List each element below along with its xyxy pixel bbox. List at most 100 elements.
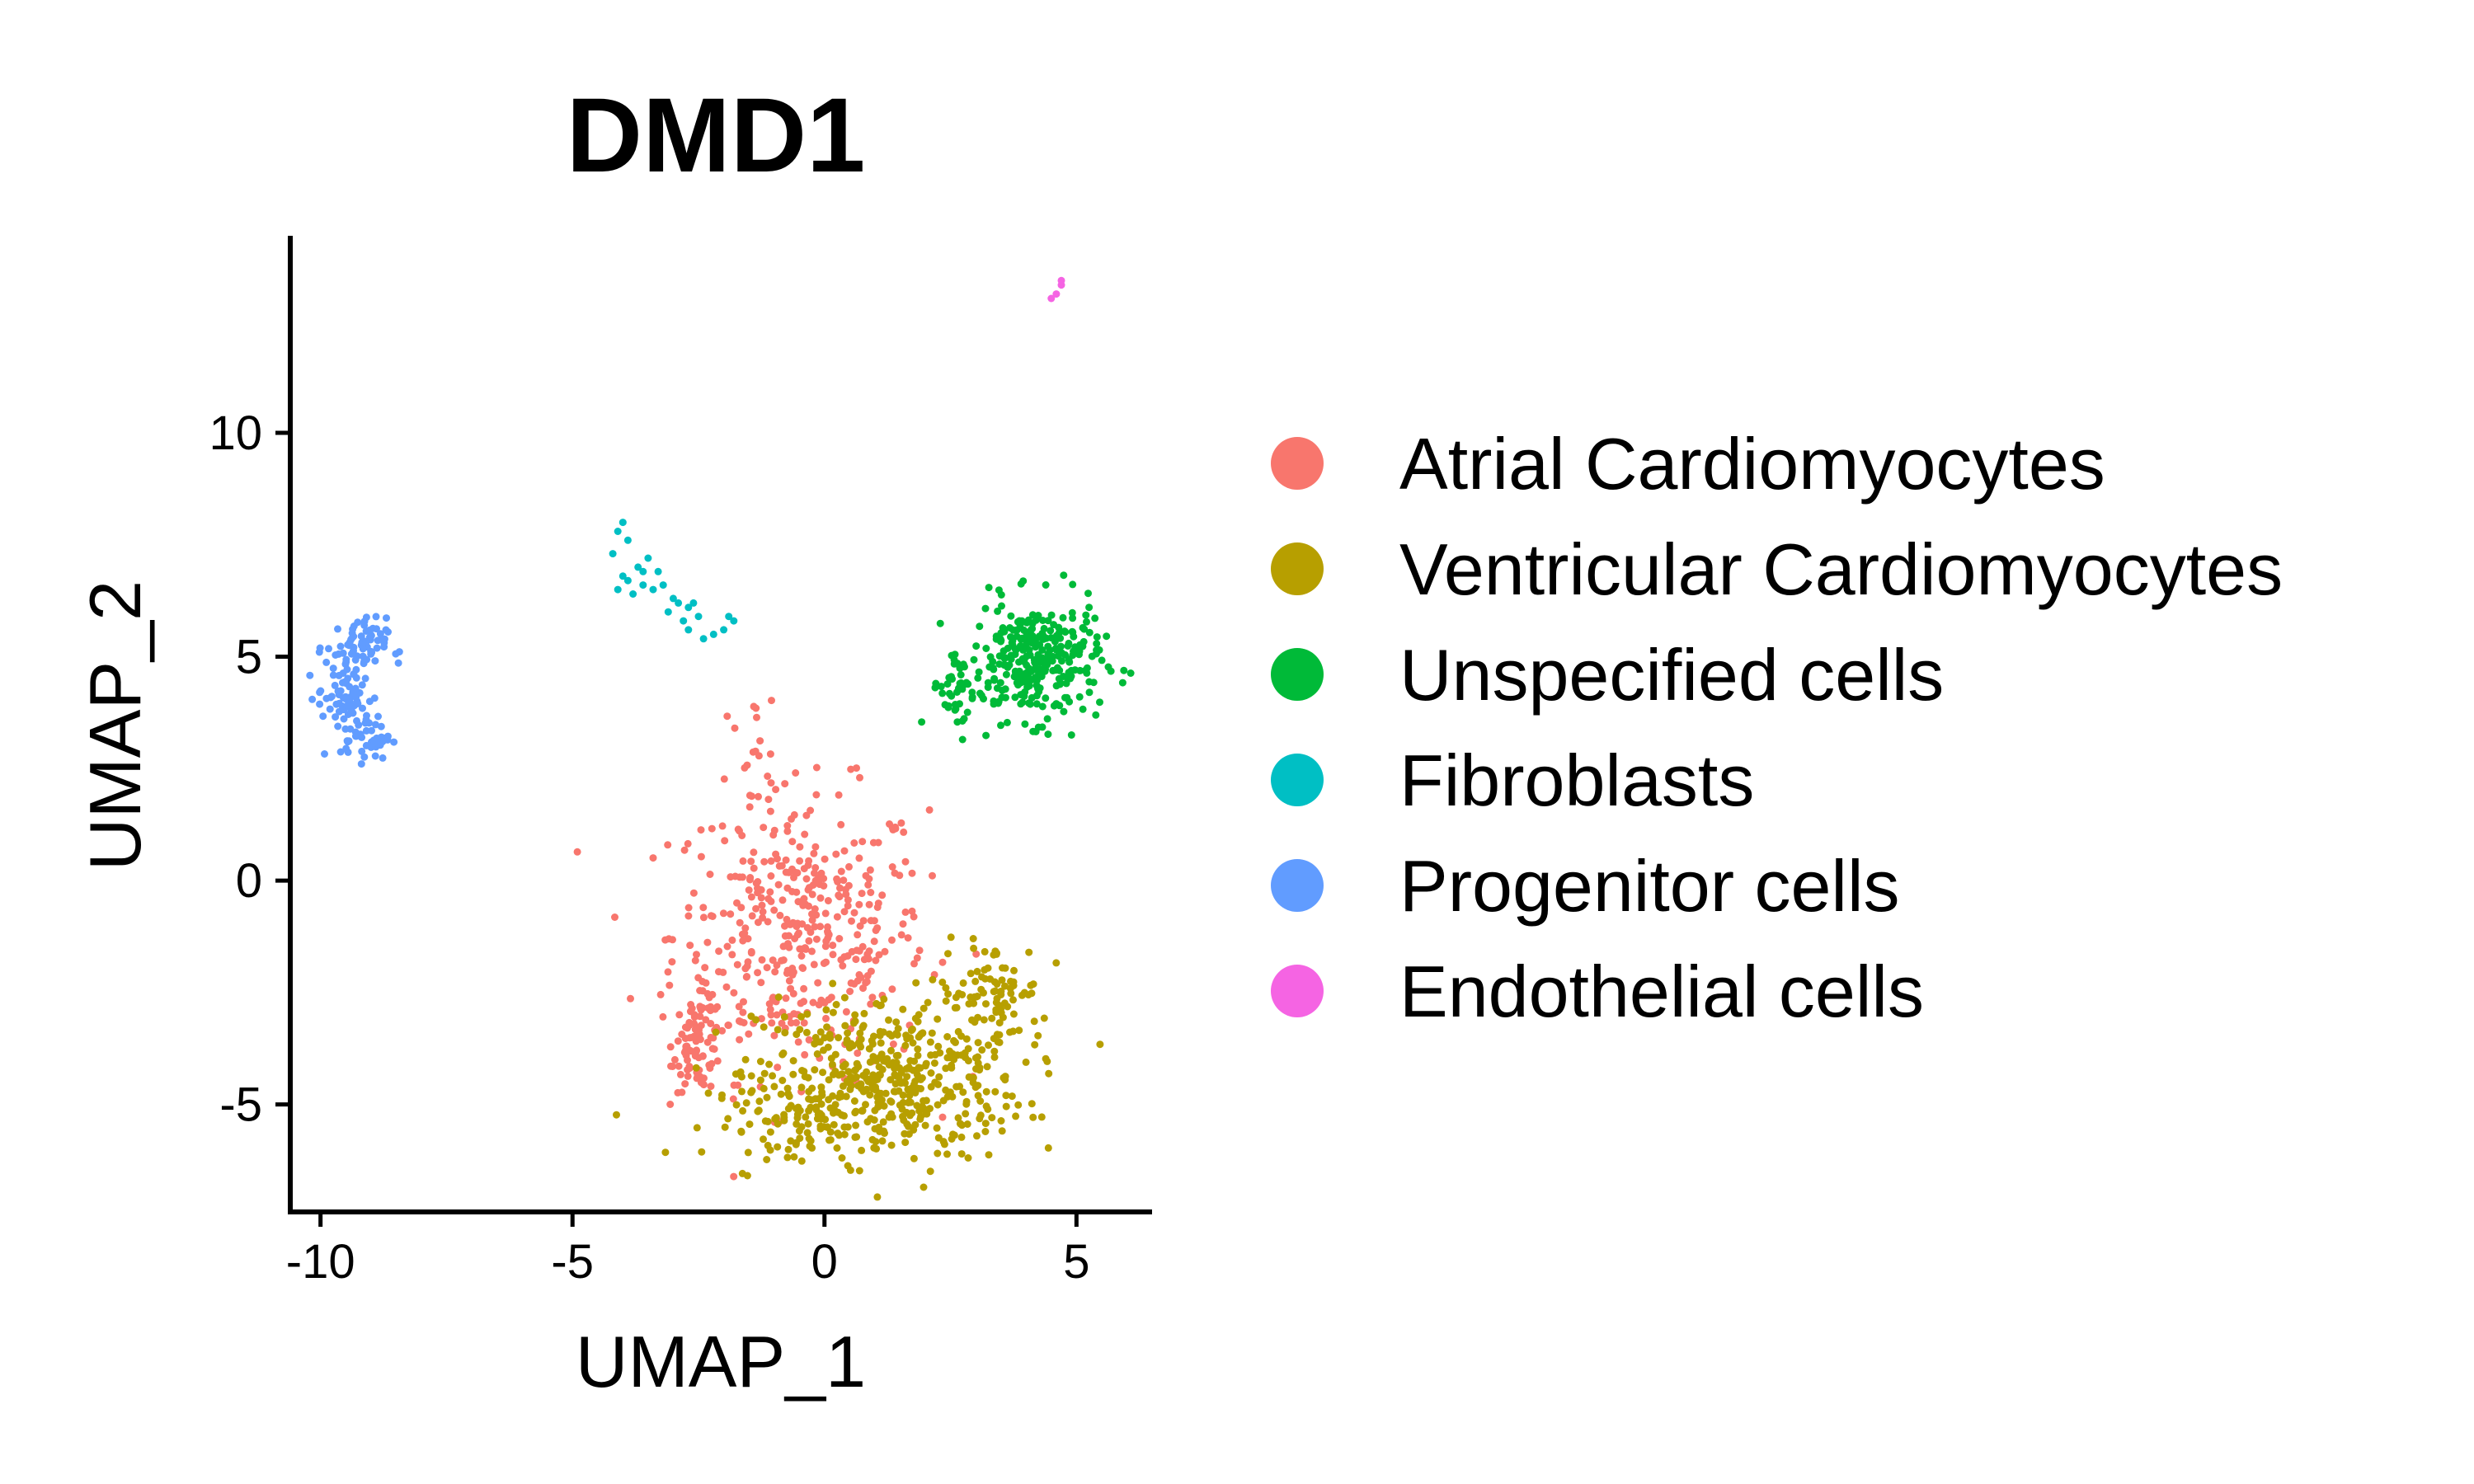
point-series-2 (1011, 693, 1019, 702)
point-series-0 (867, 1000, 875, 1008)
point-series-1 (910, 1154, 918, 1162)
point-series-0 (811, 869, 818, 877)
point-series-1 (999, 964, 1006, 972)
point-series-1 (859, 1072, 868, 1079)
point-series-1 (1001, 982, 1009, 990)
point-series-1 (839, 1062, 847, 1070)
point-series-0 (853, 764, 860, 773)
point-series-1 (920, 1183, 928, 1191)
point-series-2 (1015, 679, 1023, 688)
point-series-0 (737, 904, 745, 912)
point-series-0 (697, 852, 705, 861)
point-series-1 (794, 1103, 802, 1111)
point-series-1 (755, 1097, 764, 1106)
point-series-2 (1103, 632, 1111, 641)
point-series-2 (1038, 702, 1047, 711)
point-series-0 (867, 917, 875, 925)
point-series-0 (783, 822, 792, 829)
point-series-0 (666, 1043, 675, 1051)
point-series-1 (742, 1099, 750, 1107)
point-series-2 (1003, 718, 1011, 726)
point-series-4 (368, 726, 375, 735)
point-series-4 (347, 707, 355, 715)
point-series-0 (832, 850, 840, 858)
point-series-2 (1069, 651, 1077, 660)
point-series-0 (873, 924, 882, 932)
point-series-1 (993, 949, 1000, 957)
point-series-0 (938, 1113, 947, 1121)
point-series-1 (844, 1123, 852, 1131)
point-series-1 (985, 1041, 992, 1050)
point-series-2 (1044, 730, 1052, 739)
point-series-4 (358, 747, 366, 755)
point-series-1 (744, 1148, 752, 1157)
point-series-2 (956, 679, 964, 688)
point-series-1 (954, 1114, 962, 1122)
point-series-1 (965, 1073, 973, 1081)
point-series-3 (623, 576, 632, 585)
point-series-2 (963, 708, 971, 716)
point-series-0 (789, 989, 797, 998)
point-series-0 (713, 1057, 722, 1065)
ticks-layer: -10 -5 0 5 -5 0 5 10 (209, 406, 1089, 1289)
legend-swatch (1271, 648, 1324, 701)
point-series-1 (853, 1133, 861, 1141)
point-series-0 (848, 917, 855, 925)
point-series-1 (868, 1040, 877, 1048)
point-series-4 (365, 719, 374, 727)
point-series-1 (995, 1038, 1004, 1046)
point-series-1 (926, 1038, 934, 1046)
point-series-1 (876, 1027, 884, 1036)
point-series-1 (917, 1075, 924, 1083)
point-series-0 (811, 843, 820, 851)
point-series-1 (872, 999, 881, 1007)
point-series-0 (754, 969, 762, 977)
point-series-0 (888, 985, 896, 993)
point-series-1 (968, 1016, 976, 1024)
point-series-4 (356, 730, 365, 739)
point-series-1 (942, 984, 950, 992)
point-series-1 (947, 933, 955, 942)
point-series-1 (855, 1167, 863, 1175)
point-series-4 (316, 688, 324, 697)
point-series-1 (880, 995, 888, 1003)
point-series-1 (737, 1073, 745, 1081)
point-series-1 (866, 1091, 874, 1099)
legend-swatch (1271, 965, 1324, 1017)
point-series-0 (769, 993, 778, 1002)
point-series-1 (835, 1034, 843, 1042)
point-series-1 (1037, 1113, 1046, 1121)
point-series-4 (326, 705, 334, 713)
point-series-1 (780, 1012, 788, 1021)
point-series-0 (754, 878, 762, 885)
point-series-2 (1061, 628, 1070, 636)
point-series-0 (738, 930, 746, 938)
point-series-1 (872, 1083, 879, 1091)
point-series-4 (360, 618, 369, 626)
point-series-1 (844, 1029, 852, 1037)
point-series-0 (693, 951, 700, 959)
point-series-1 (760, 1135, 767, 1144)
point-series-1 (838, 1154, 846, 1162)
point-series-0 (686, 1007, 694, 1016)
point-series-4 (322, 694, 331, 702)
point-series-0 (835, 891, 843, 899)
point-series-1 (1022, 1058, 1030, 1066)
point-series-1 (950, 1055, 958, 1064)
point-series-0 (888, 936, 896, 944)
point-series-0 (767, 872, 775, 880)
point-series-1 (770, 1082, 778, 1091)
point-series-0 (817, 869, 825, 877)
point-series-0 (812, 935, 821, 943)
point-series-0 (896, 871, 904, 880)
point-series-1 (797, 1083, 806, 1092)
point-series-0 (900, 828, 908, 836)
point-series-0 (747, 947, 755, 956)
point-series-4 (355, 721, 363, 729)
point-series-0 (840, 847, 849, 855)
point-series-1 (1028, 989, 1036, 998)
point-series-1 (880, 1102, 888, 1110)
point-series-1 (1004, 1003, 1012, 1011)
point-series-0 (748, 912, 756, 920)
point-series-2 (1052, 632, 1061, 640)
